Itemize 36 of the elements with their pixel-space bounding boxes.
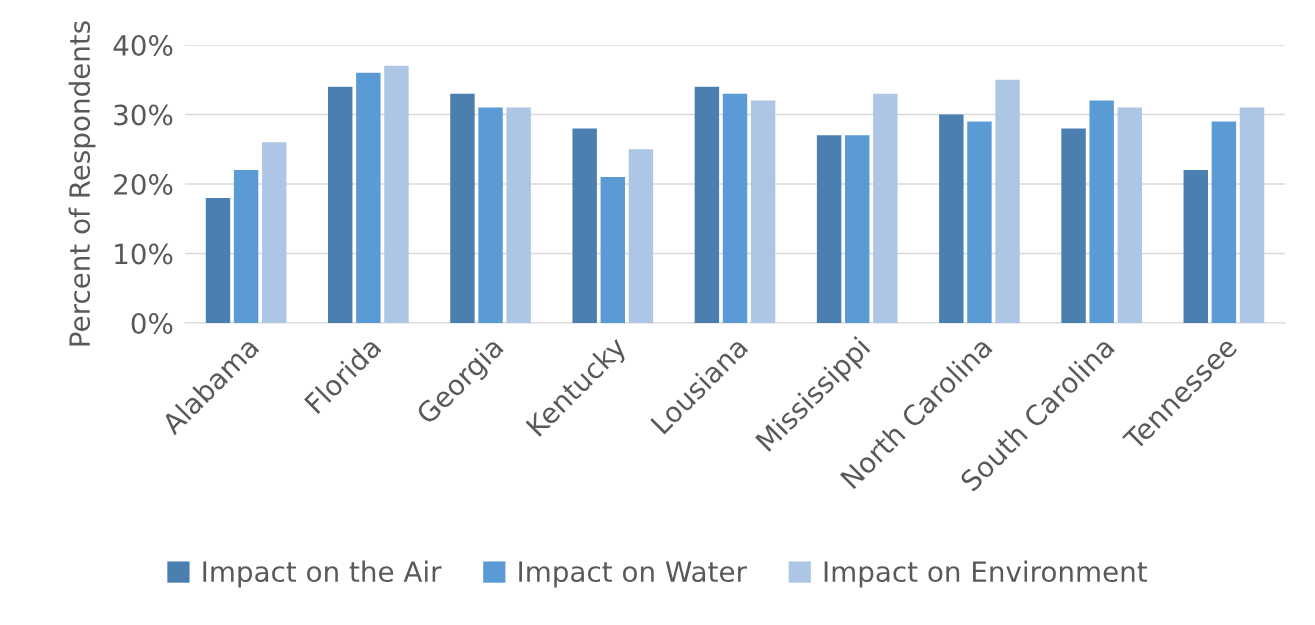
bar (873, 93, 898, 323)
y-tick-label: 20% (114, 173, 173, 195)
bar (384, 65, 409, 323)
bar (328, 86, 353, 323)
bar (506, 107, 531, 323)
bar (722, 93, 748, 323)
bar (1211, 121, 1237, 323)
y-axis-title: Percent of Respondents (68, 21, 96, 346)
legend-label: Impact on the Air (203, 560, 442, 588)
y-tick-label: 10% (115, 243, 173, 265)
bar (450, 93, 475, 323)
bar (233, 170, 259, 323)
y-tick-label: 0% (131, 312, 173, 334)
bar (1089, 100, 1114, 323)
bar (600, 177, 625, 323)
bar (1117, 107, 1142, 323)
bar (478, 107, 503, 323)
legend-label: Impact on Water (519, 561, 747, 588)
bar (845, 135, 870, 323)
bar (1183, 170, 1208, 323)
bar (967, 121, 992, 323)
bar (205, 197, 231, 323)
y-tick-label: 30% (114, 104, 173, 126)
bar (995, 79, 1020, 323)
bar (356, 72, 381, 323)
bar (628, 149, 654, 323)
bar (694, 86, 720, 323)
y-tick-label: 40% (113, 34, 173, 56)
bar (1239, 107, 1265, 323)
bar (1061, 128, 1086, 323)
bar (939, 114, 964, 323)
legend-label: Impact on Environment (824, 560, 1148, 588)
bar (262, 142, 287, 323)
bar (816, 135, 842, 323)
bar (750, 100, 776, 323)
bar (572, 128, 597, 323)
